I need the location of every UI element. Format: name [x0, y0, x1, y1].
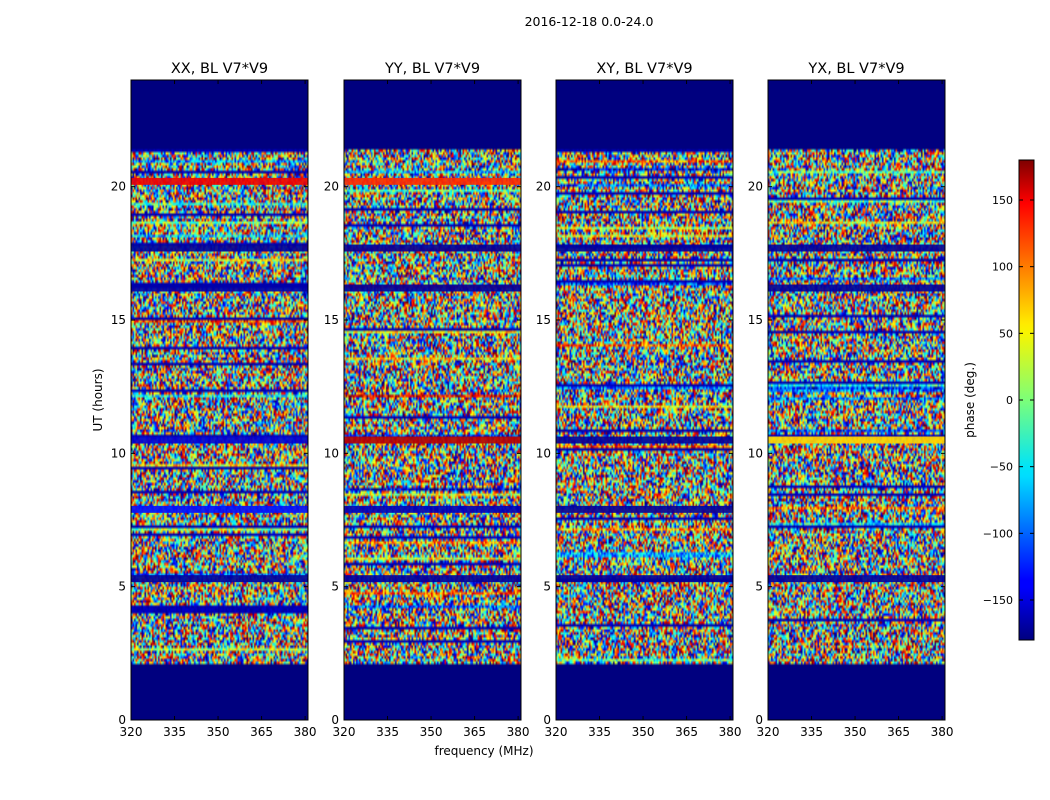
x-tick-label: 365 [675, 725, 698, 739]
panel-title: XY, BL V7*V9 [596, 61, 692, 77]
panel-3: XY, BL V7*V9 320 335 350 365 380 0 5 10 15 20 [536, 61, 742, 739]
colorbar-ticks: −150 −100 −50 0 50 100 150 [983, 194, 1034, 607]
panel-1: XX, BL V7*V9 320 335 350 365 380 0 5 10 15 20 [111, 61, 317, 739]
phase-band-2 [768, 244, 945, 252]
x-tick-label: 350 [844, 725, 867, 739]
y-tick-label: 15 [324, 313, 339, 327]
y-tick-label: 5 [543, 580, 551, 594]
colorbar-tick-label: −50 [990, 461, 1013, 474]
y-tick-label: 5 [755, 580, 763, 594]
figure-title: 2016-12-18 0.0-24.0 [525, 14, 654, 29]
x-tick-label: 320 [333, 725, 356, 739]
y-tick-label: 0 [543, 713, 551, 727]
phase-band-1 [556, 436, 733, 444]
x-tick-label: 365 [887, 725, 910, 739]
x-tick-label: 380 [719, 725, 742, 739]
y-tick-label: 20 [536, 180, 551, 194]
x-tick-label: 350 [420, 725, 443, 739]
colorbar-tick-label: 50 [999, 327, 1013, 340]
phase-band-4 [768, 284, 945, 292]
x-tick-label: 380 [294, 725, 317, 739]
phase-band-4 [344, 244, 521, 252]
colorbar-label: phase (deg.) [963, 362, 977, 438]
y-tick-label: 0 [331, 713, 339, 727]
phase-band-6 [344, 575, 521, 583]
y-tick-label: 5 [331, 580, 339, 594]
phase-band-3 [344, 505, 521, 513]
panel-frame [130, 79, 309, 721]
phase-band-5 [344, 284, 521, 292]
panel-frame [555, 79, 734, 721]
y-tick-label: 20 [111, 180, 126, 194]
y-tick-label: 15 [536, 313, 551, 327]
y-tick-label: 10 [748, 446, 763, 460]
colorbar-tick-label: −150 [983, 594, 1013, 607]
phase-band-3 [556, 505, 733, 513]
phase-band-4 [556, 575, 733, 583]
panel-2: YY, BL V7*V9 320 335 350 365 380 0 5 10 15 20 [324, 61, 530, 739]
panel-frame [343, 79, 522, 721]
colorbar-tick-label: 100 [992, 261, 1013, 274]
panel-image [768, 80, 945, 720]
panel-image [556, 80, 733, 720]
phase-band-3 [768, 575, 945, 583]
panel-title: YX, BL V7*V9 [807, 61, 904, 77]
panel-image [344, 80, 521, 720]
phase-band-2 [556, 244, 733, 252]
y-tick-label: 5 [118, 580, 126, 594]
colorbar: −150 −100 −50 0 50 100 150 phase (deg.) [963, 159, 1035, 641]
y-tick-label: 0 [118, 713, 126, 727]
phase-band-5 [131, 177, 308, 185]
phase-band-1 [344, 436, 521, 444]
x-tick-label: 380 [931, 725, 954, 739]
y-tick-label: 10 [536, 446, 551, 460]
phase-band-3 [131, 244, 308, 252]
x-tick-label: 335 [800, 725, 823, 739]
y-tick-label: 20 [748, 180, 763, 194]
x-tick-label: 350 [207, 725, 230, 739]
x-tick-label: 365 [463, 725, 486, 739]
panel-title: XX, BL V7*V9 [171, 61, 268, 77]
x-tick-label: 335 [163, 725, 186, 739]
y-axis-label: UT (hours) [91, 368, 105, 431]
x-tick-label: 335 [588, 725, 611, 739]
panel-4: YX, BL V7*V9 320 335 350 365 380 0 5 10 15 20 [748, 61, 954, 739]
phase-band-1 [768, 436, 945, 444]
x-tick-label: 320 [757, 725, 780, 739]
y-tick-label: 0 [755, 713, 763, 727]
x-tick-label: 365 [250, 725, 273, 739]
phase-band-1 [131, 436, 308, 444]
x-axis-label: frequency (MHz) [434, 744, 533, 758]
phase-band-2 [344, 177, 521, 185]
colorbar-tick-label: 150 [992, 194, 1013, 207]
colorbar-tick-label: −100 [983, 527, 1013, 540]
phase-band-6 [131, 284, 308, 292]
x-tick-label: 380 [507, 725, 530, 739]
y-tick-label: 20 [324, 180, 339, 194]
x-tick-label: 350 [632, 725, 655, 739]
panel-frame [767, 79, 946, 721]
x-tick-label: 320 [120, 725, 143, 739]
y-tick-label: 10 [111, 446, 126, 460]
panel-image [131, 80, 308, 720]
phase-band-2 [131, 505, 308, 513]
phase-band-4 [131, 575, 308, 583]
y-tick-label: 15 [748, 313, 763, 327]
colorbar-tick-label: 0 [1006, 394, 1013, 407]
panel-title: YY, BL V7*V9 [384, 61, 480, 77]
y-tick-label: 10 [324, 446, 339, 460]
y-tick-label: 15 [111, 313, 126, 327]
x-tick-label: 335 [376, 725, 399, 739]
x-tick-label: 320 [545, 725, 568, 739]
